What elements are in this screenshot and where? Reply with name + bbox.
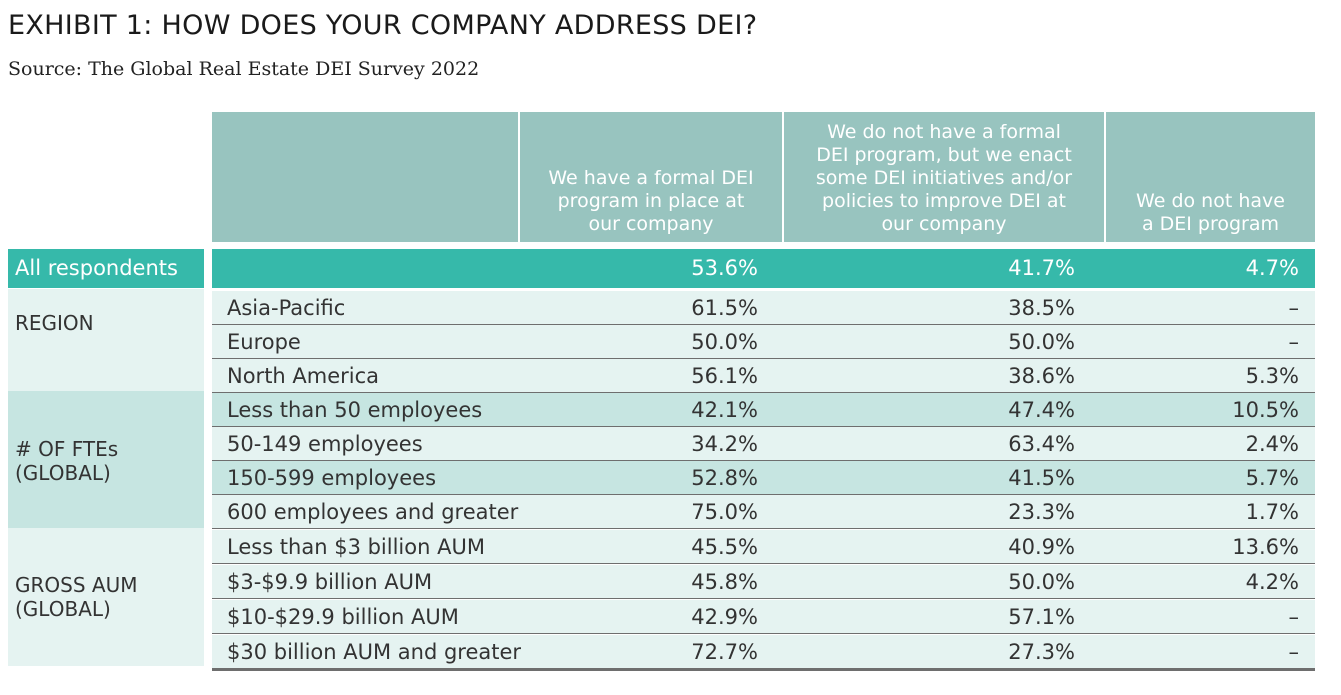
table-bottom-rule: [212, 669, 1315, 671]
table-row: $30 billion AUM and greater 72.7% 27.3% –: [212, 635, 1315, 669]
row-value-1: 75.0%: [691, 500, 758, 524]
row-value-1: 42.1%: [691, 398, 758, 422]
row-label: $10-$29.9 billion AUM: [227, 605, 459, 629]
row-label: $3-$9.9 billion AUM: [227, 570, 433, 594]
row-label: 50-149 employees: [227, 432, 423, 456]
row-value-3: –: [1288, 330, 1300, 354]
row-value-2: 27.3%: [1008, 640, 1075, 664]
all-respondents-values: 53.6% 41.7% 4.7%: [212, 249, 1315, 288]
row-value-3: 1.7%: [1245, 500, 1299, 524]
column-header-line: policies to improve DEI at: [822, 190, 1066, 212]
row-value-2: 63.4%: [1008, 432, 1075, 456]
row-value-2: 50.0%: [1008, 330, 1075, 354]
table-row: Less than 50 employees 42.1% 47.4% 10.5%: [212, 393, 1315, 427]
table-row: 600 employees and greater 75.0% 23.3% 1.7%: [212, 495, 1315, 529]
group-label-2: # OF FTEs (GLOBAL): [8, 391, 204, 530]
row-label: Europe: [227, 330, 301, 354]
row-value-1: 56.1%: [691, 364, 758, 388]
row-value-2: 38.5%: [1008, 296, 1075, 320]
header-cell-blank: [212, 112, 518, 242]
column-header-line: We do not have a formal: [827, 121, 1061, 143]
group-label-3: GROSS AUM (GLOBAL): [8, 528, 204, 666]
row-value-3: 5.3%: [1245, 364, 1299, 388]
row-value-2: 23.3%: [1008, 500, 1075, 524]
table-row: $3-$9.9 billion AUM 45.8% 50.0% 4.2%: [212, 565, 1315, 599]
all-respondents-value-3: 4.7%: [1245, 256, 1299, 280]
source-note: Source: The Global Real Estate DEI Surve…: [8, 58, 480, 80]
row-value-2: 50.0%: [1008, 570, 1075, 594]
column-header-line: We have a formal DEI: [548, 167, 754, 189]
column-header-1: We have a formal DEI program in place at o…: [520, 112, 782, 242]
column-header-row: We have a formal DEI program in place at o…: [212, 112, 1315, 242]
table-row: 50-149 employees 34.2% 63.4% 2.4%: [212, 427, 1315, 461]
row-value-2: 47.4%: [1008, 398, 1075, 422]
row-value-3: –: [1288, 640, 1300, 664]
row-value-1: 52.8%: [691, 466, 758, 490]
table-row: Europe 50.0% 50.0% –: [212, 325, 1315, 359]
table-row: North America 56.1% 38.6% 5.3%: [212, 359, 1315, 393]
row-value-3: –: [1288, 296, 1300, 320]
all-respondents-value-2: 41.7%: [1008, 256, 1075, 280]
row-label: $30 billion AUM and greater: [227, 640, 522, 664]
column-header-line: DEI program, but we enact: [816, 144, 1072, 166]
row-value-1: 34.2%: [691, 432, 758, 456]
exhibit-title: EXHIBIT 1: HOW DOES YOUR COMPANY ADDRESS…: [8, 10, 758, 41]
table-row: $10-$29.9 billion AUM 42.9% 57.1% –: [212, 600, 1315, 634]
column-header-line: our company: [588, 213, 714, 235]
row-value-1: 61.5%: [691, 296, 758, 320]
row-value-1: 45.5%: [691, 535, 758, 559]
table-row: 150-599 employees 52.8% 41.5% 5.7%: [212, 461, 1315, 495]
group-label-1: REGION: [8, 289, 204, 393]
column-header-line: a DEI program: [1141, 213, 1280, 235]
row-label: 600 employees and greater: [227, 500, 519, 524]
row-label: 150-599 employees: [227, 466, 437, 490]
row-value-3: 5.7%: [1245, 466, 1299, 490]
all-respondents-label: All respondents: [8, 249, 204, 288]
row-value-1: 45.8%: [691, 570, 758, 594]
row-value-2: 57.1%: [1008, 605, 1075, 629]
row-value-1: 42.9%: [691, 605, 758, 629]
column-header-2: We do not have a formal DEI program, but …: [784, 112, 1104, 242]
row-label: Less than 50 employees: [227, 398, 483, 422]
row-value-3: 4.2%: [1245, 570, 1299, 594]
row-label: Less than $3 billion AUM: [227, 535, 485, 559]
row-label: Asia-Pacific: [227, 296, 346, 320]
row-value-3: –: [1288, 605, 1300, 629]
row-value-3: 2.4%: [1245, 432, 1299, 456]
column-header-line: some DEI initiatives and/or: [815, 167, 1073, 189]
row-value-1: 50.0%: [691, 330, 758, 354]
table-row: Less than $3 billion AUM 45.5% 40.9% 13.6%: [212, 530, 1315, 564]
column-header-line: our company: [881, 213, 1007, 235]
table-row: Asia-Pacific 61.5% 38.5% –: [212, 291, 1315, 325]
row-label: North America: [227, 364, 380, 388]
row-value-2: 40.9%: [1008, 535, 1075, 559]
row-value-3: 13.6%: [1232, 535, 1299, 559]
column-header-line: program in place at: [557, 190, 745, 212]
all-respondents-value-1: 53.6%: [691, 256, 758, 280]
row-value-2: 41.5%: [1008, 466, 1075, 490]
column-header-3: We do not have a DEI program: [1106, 112, 1315, 242]
row-value-1: 72.7%: [691, 640, 758, 664]
row-value-3: 10.5%: [1232, 398, 1299, 422]
row-value-2: 38.6%: [1008, 364, 1075, 388]
column-header-line: We do not have: [1136, 190, 1285, 212]
